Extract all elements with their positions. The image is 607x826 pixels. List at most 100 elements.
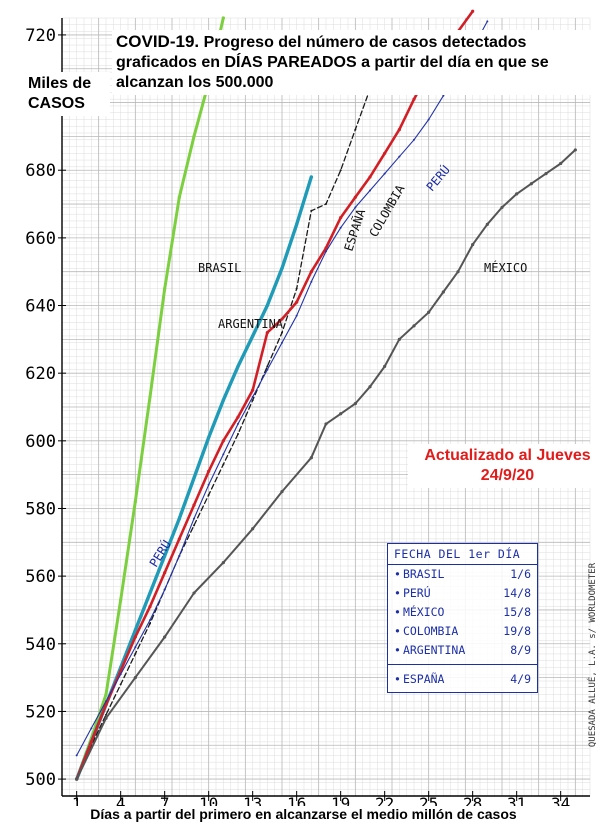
line-label: COLOMBIA	[366, 182, 407, 240]
data-point	[529, 182, 533, 186]
data-point	[354, 206, 357, 209]
data-point	[221, 398, 225, 402]
data-point	[119, 673, 122, 676]
data-point	[192, 134, 196, 138]
data-point	[89, 740, 93, 744]
legend-header: FECHA DEL 1er DÍA	[388, 544, 537, 565]
data-point	[75, 777, 79, 781]
legend-name: MÉXICO	[394, 604, 445, 621]
data-point	[193, 517, 195, 520]
data-point	[368, 385, 372, 389]
data-point	[309, 456, 313, 460]
data-point	[163, 554, 167, 558]
data-point	[149, 619, 151, 622]
data-point	[369, 189, 371, 192]
data-point	[339, 169, 342, 172]
data-point	[221, 561, 225, 565]
data-point	[281, 341, 283, 344]
y-axis-label: Miles de CASOS	[24, 72, 110, 116]
y-tick-label: 500	[25, 770, 56, 790]
data-point	[295, 300, 299, 304]
data-point	[133, 500, 137, 504]
data-point	[310, 209, 313, 212]
legend-date: 1/6	[510, 567, 531, 581]
data-point	[148, 395, 152, 399]
data-point	[354, 128, 357, 131]
author-note: QUESADA ALLUÉ, L.A. s/ WORLDOMETER	[586, 540, 600, 770]
y-tick-label: 720	[25, 26, 56, 46]
data-point	[163, 635, 167, 639]
data-point	[222, 463, 225, 466]
data-point	[266, 365, 269, 368]
data-point	[266, 368, 269, 371]
y-tick-label: 620	[25, 364, 56, 384]
data-point	[309, 175, 313, 179]
data-point	[397, 337, 401, 341]
data-point	[383, 364, 387, 369]
data-point	[178, 554, 181, 557]
y-tick-label: 560	[25, 567, 56, 587]
data-point	[353, 402, 357, 406]
data-point	[325, 203, 327, 206]
data-point	[251, 334, 255, 338]
data-point	[193, 524, 195, 527]
data-point	[237, 433, 239, 436]
chart-title: COVID-19. Progreso del número de casos d…	[112, 30, 600, 95]
data-point	[105, 713, 107, 716]
legend-name: BRASIL	[394, 566, 445, 583]
data-point	[295, 314, 298, 317]
data-point	[265, 303, 269, 308]
data-point	[339, 226, 342, 229]
y-tick-label: 600	[25, 432, 56, 452]
data-point	[486, 20, 489, 23]
data-point	[105, 700, 107, 703]
series-line-colombia	[75, 9, 474, 781]
data-point	[280, 489, 284, 494]
data-point	[485, 222, 489, 226]
data-point	[383, 172, 386, 175]
data-point	[148, 604, 152, 609]
data-point	[163, 588, 166, 591]
data-point	[515, 192, 519, 196]
data-point	[383, 151, 387, 155]
y-tick-label: 640	[25, 297, 56, 317]
data-point	[559, 161, 563, 166]
data-point	[207, 469, 211, 473]
data-point	[339, 412, 343, 416]
data-point	[280, 317, 284, 321]
y-tick-label: 540	[25, 635, 56, 655]
data-point	[104, 716, 108, 720]
y-tick-label: 660	[25, 229, 56, 249]
legend-date: 8/9	[510, 643, 531, 657]
title-main: COVID-19.	[116, 32, 200, 51]
grid-major	[61, 18, 590, 796]
data-point	[251, 527, 255, 531]
legend-date: 19/8	[503, 624, 531, 638]
data-point	[280, 266, 284, 270]
data-point	[310, 280, 313, 283]
data-point	[456, 270, 460, 274]
title-rest: Progreso del número de casos detectados …	[116, 34, 549, 91]
data-point	[368, 175, 372, 179]
x-axis-label: Días a partir del primero en alcanzarse …	[0, 806, 607, 822]
data-point	[149, 622, 151, 625]
line-label: BRASIL	[198, 261, 241, 275]
data-point	[75, 754, 78, 757]
data-point	[573, 148, 577, 152]
x-tick-label: 7	[160, 794, 170, 813]
data-point	[251, 395, 254, 398]
data-point	[177, 195, 181, 199]
data-point	[353, 195, 357, 199]
data-point	[237, 422, 239, 425]
data-point	[309, 270, 313, 274]
data-point	[192, 591, 196, 595]
data-point	[133, 635, 137, 639]
data-point	[500, 205, 504, 210]
data-point	[324, 246, 328, 250]
legend-row: ARGENTINA 8/9	[388, 641, 537, 660]
data-point	[207, 435, 211, 440]
data-point	[325, 250, 327, 253]
data-point	[134, 652, 137, 655]
legend-name: ARGENTINA	[394, 642, 465, 659]
